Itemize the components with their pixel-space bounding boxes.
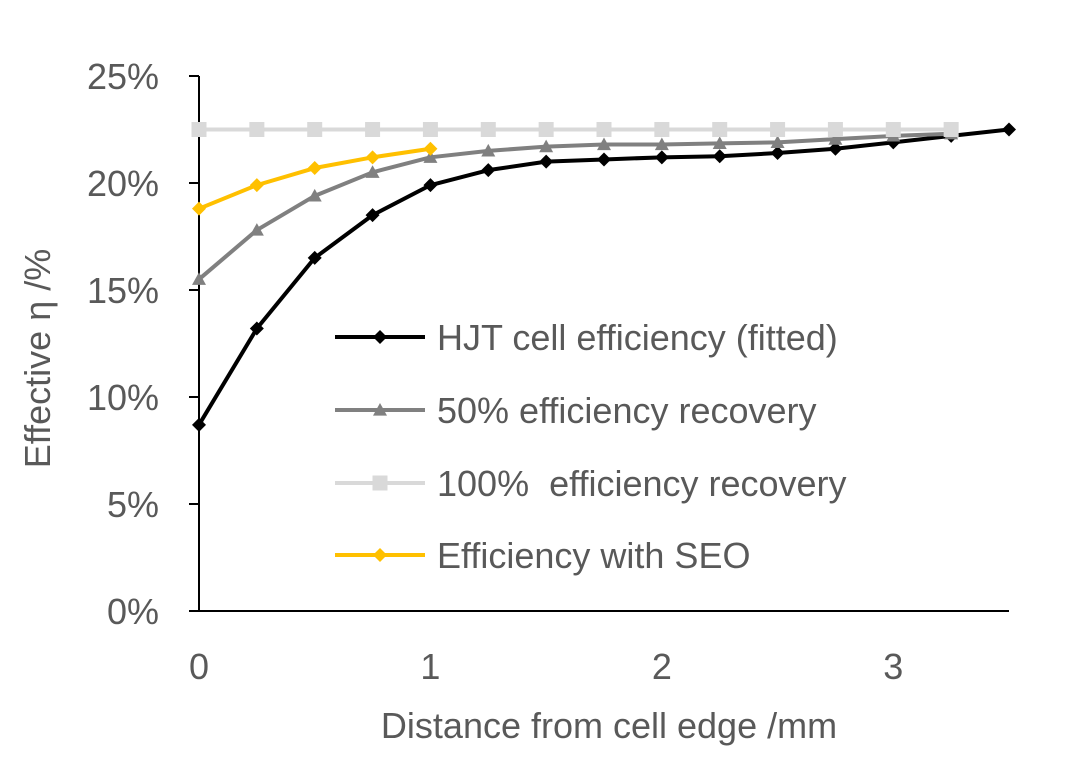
- legend-label: HJT cell efficiency (fitted): [437, 317, 838, 358]
- data-point: [770, 122, 786, 137]
- series-group: [192, 122, 1016, 432]
- data-point: [712, 122, 728, 137]
- data-point: [422, 122, 438, 137]
- series-group: [191, 122, 959, 137]
- data-point: [423, 141, 438, 156]
- data-point: [827, 122, 843, 137]
- legend-item: HJT cell efficiency (fitted): [335, 317, 838, 358]
- x-tick-label: 2: [652, 646, 672, 687]
- data-point: [191, 122, 207, 137]
- legend-swatch-marker: [373, 548, 387, 562]
- data-point: [480, 122, 496, 137]
- axes: [198, 76, 1009, 612]
- data-point: [192, 272, 206, 285]
- x-axis-title: Distance from cell edge /mm: [381, 705, 837, 746]
- data-point: [192, 201, 206, 216]
- legend-swatch-marker: [373, 330, 387, 344]
- data-point: [423, 178, 438, 193]
- data-point: [828, 132, 843, 145]
- data-point: [1002, 122, 1016, 137]
- y-axis-title: Effective η /%: [17, 249, 58, 468]
- data-point: [423, 150, 438, 163]
- x-tick-label: 1: [420, 646, 440, 687]
- legend-item: 100% efficiency recovery: [335, 463, 847, 504]
- y-tick-label: 10%: [87, 377, 159, 418]
- series-layer: [191, 122, 1016, 432]
- legend-item: Efficiency with SEO: [335, 535, 750, 576]
- series-group: [192, 141, 438, 216]
- data-point: [828, 141, 843, 156]
- data-point: [307, 122, 323, 137]
- legend-swatch-marker: [372, 475, 388, 491]
- data-point: [597, 137, 611, 151]
- data-point: [654, 150, 669, 165]
- y-ticks: 0% 5% 10% 15% 20% 25%: [87, 56, 199, 632]
- data-point: [249, 178, 264, 193]
- data-point: [885, 122, 901, 137]
- data-point: [365, 165, 380, 178]
- data-point: [654, 122, 670, 137]
- data-point: [481, 163, 496, 178]
- x-tick-label: 3: [883, 646, 903, 687]
- legend: HJT cell efficiency (fitted) 50% efficien…: [335, 317, 847, 576]
- data-point: [249, 223, 264, 236]
- data-point: [770, 146, 785, 161]
- data-point: [596, 122, 612, 137]
- data-point: [712, 136, 727, 150]
- data-point: [770, 135, 785, 148]
- series-group: [192, 126, 959, 285]
- legend-label: 100% efficiency recovery: [437, 463, 847, 504]
- data-point: [597, 152, 611, 167]
- legend-item: 50% efficiency recovery: [335, 390, 817, 431]
- data-point: [307, 250, 322, 265]
- x-ticks: 0 1 2 3: [189, 646, 903, 687]
- y-tick-label: 0%: [107, 591, 159, 632]
- data-point: [365, 208, 380, 223]
- data-point: [943, 122, 959, 137]
- y-tick-label: 5%: [107, 484, 159, 525]
- data-point: [249, 321, 264, 336]
- series-line: [197, 127, 1010, 426]
- x-tick-label: 0: [189, 646, 209, 687]
- data-point: [481, 143, 496, 157]
- series-line: [197, 131, 952, 281]
- data-point: [307, 188, 322, 202]
- data-point: [539, 139, 554, 153]
- data-point: [539, 154, 554, 169]
- data-point: [365, 150, 380, 165]
- data-point: [249, 122, 265, 137]
- data-point: [307, 161, 322, 176]
- legend-label: 50% efficiency recovery: [437, 390, 817, 431]
- data-point: [365, 122, 381, 137]
- y-tick-label: 15%: [87, 270, 159, 311]
- data-point: [654, 137, 669, 151]
- data-point: [538, 122, 554, 137]
- data-point: [192, 417, 206, 432]
- y-tick-label: 20%: [87, 163, 159, 204]
- legend-swatch-marker: [373, 403, 387, 416]
- legend-label: Efficiency with SEO: [437, 535, 750, 576]
- y-tick-label: 25%: [87, 56, 159, 97]
- data-point: [712, 149, 727, 164]
